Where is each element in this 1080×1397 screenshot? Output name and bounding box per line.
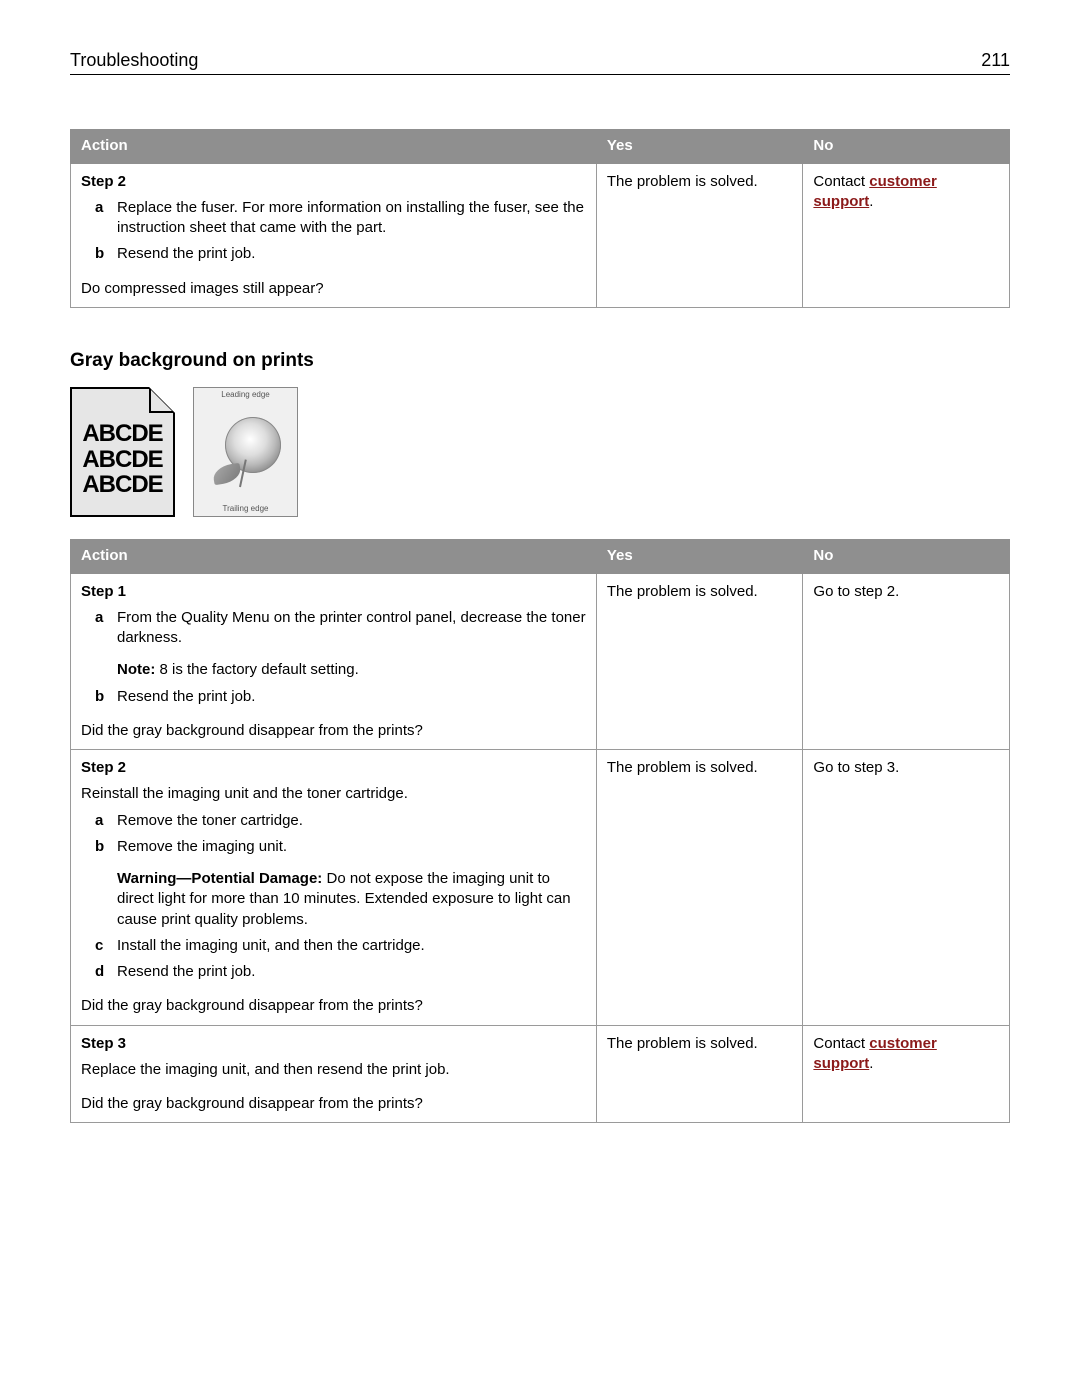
intro-line: Reinstall the imaging unit and the toner… [81, 784, 586, 804]
no-cell: Contact customer support. [803, 1025, 1010, 1123]
yes-cell: The problem is solved. [596, 573, 803, 750]
step-question: Did the gray background disappear from t… [81, 996, 586, 1016]
action-cell: Step 1 aFrom the Quality Menu on the pri… [71, 573, 597, 750]
table-row: Step 2 Reinstall the imaging unit and th… [71, 750, 1010, 1026]
table-row: Step 2 aReplace the fuser. For more info… [71, 163, 1010, 307]
flower-icon [211, 417, 281, 487]
step-question: Did the gray background disappear from t… [81, 721, 586, 741]
col-no-header: No [803, 130, 1010, 163]
list-item: aReplace the fuser. For more information… [81, 198, 586, 239]
example-thumbnails: ABCDE ABCDE ABCDE Leading edge Trailing … [70, 387, 1010, 517]
warning-line: Warning—Potential Damage: Do not expose … [117, 869, 586, 930]
leading-edge-label: Leading edge [221, 390, 270, 401]
list-item: aRemove the toner cartridge. [81, 811, 586, 831]
trailing-edge-label: Trailing edge [223, 504, 269, 515]
yes-cell: The problem is solved. [596, 750, 803, 1026]
list-item: bResend the print job. [81, 687, 586, 707]
no-cell: Contact customer support. [803, 163, 1010, 307]
table-row: Step 3 Replace the imaging unit, and the… [71, 1025, 1010, 1123]
sample-page-thumb: ABCDE ABCDE ABCDE [70, 387, 175, 517]
col-yes-header: Yes [596, 540, 803, 573]
troubleshoot-table-2: Action Yes No Step 1 aFrom the Quality M… [70, 539, 1010, 1123]
step-question: Did the gray background disappear from t… [81, 1094, 586, 1114]
no-cell: Go to step 3. [803, 750, 1010, 1026]
section-title: Troubleshooting [70, 48, 198, 72]
yes-cell: The problem is solved. [596, 1025, 803, 1123]
subheading: Gray background on prints [70, 348, 1010, 374]
action-cell: Step 2 Reinstall the imaging unit and th… [71, 750, 597, 1026]
step-title: Step 2 [81, 758, 586, 778]
col-yes-header: Yes [596, 130, 803, 163]
action-cell: Step 3 Replace the imaging unit, and the… [71, 1025, 597, 1123]
step-title: Step 3 [81, 1034, 586, 1054]
intro-line: Replace the imaging unit, and then resen… [81, 1060, 586, 1080]
no-cell: Go to step 2. [803, 573, 1010, 750]
list-item: dResend the print job. [81, 962, 586, 982]
sample-print-thumb: Leading edge Trailing edge [193, 387, 298, 517]
col-action-header: Action [71, 540, 597, 573]
col-no-header: No [803, 540, 1010, 573]
col-action-header: Action [71, 130, 597, 163]
action-cell: Step 2 aReplace the fuser. For more info… [71, 163, 597, 307]
page-header: Troubleshooting 211 [70, 48, 1010, 75]
note-line: Note: 8 is the factory default setting. [117, 660, 586, 680]
list-item: bRemove the imaging unit. [81, 837, 586, 857]
step-title: Step 1 [81, 582, 586, 602]
page-number: 211 [981, 48, 1010, 72]
list-item: aFrom the Quality Menu on the printer co… [81, 608, 586, 649]
troubleshoot-table-1: Action Yes No Step 2 aReplace the fuser.… [70, 129, 1010, 308]
step-title: Step 2 [81, 172, 586, 192]
step-question: Do compressed images still appear? [81, 279, 586, 299]
list-item: cInstall the imaging unit, and then the … [81, 936, 586, 956]
yes-cell: The problem is solved. [596, 163, 803, 307]
list-item: bResend the print job. [81, 244, 586, 264]
table-row: Step 1 aFrom the Quality Menu on the pri… [71, 573, 1010, 750]
